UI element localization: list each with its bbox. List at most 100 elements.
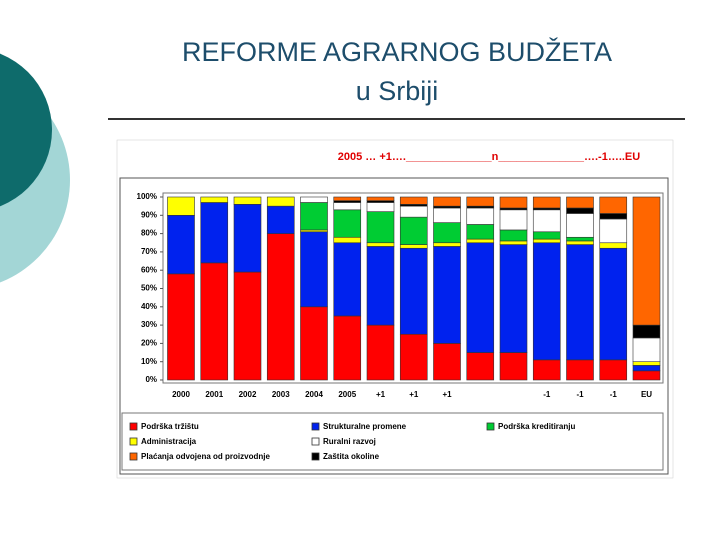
legend-swatch — [311, 422, 320, 431]
legend-swatch — [311, 452, 320, 461]
bar-segment — [333, 236, 362, 244]
x-tick-label: 2005 — [338, 390, 356, 399]
bar-segment — [200, 262, 229, 381]
x-tick-label: 2001 — [205, 390, 223, 399]
y-tick-label: 80% — [141, 229, 157, 238]
bar-segment — [466, 207, 495, 225]
bar-segment — [566, 240, 594, 245]
slide-subtitle: u Srbiji — [356, 76, 439, 106]
bar-segment — [366, 242, 395, 247]
x-tick-label: +1 — [442, 390, 452, 399]
legend-swatch — [311, 437, 320, 446]
x-tick-label: 2003 — [272, 390, 290, 399]
bar-segment — [333, 202, 362, 211]
bar-segment — [599, 242, 628, 249]
bar-segment — [532, 196, 561, 209]
bar-segment — [566, 213, 594, 238]
legend-swatch — [129, 452, 138, 461]
bar-segment — [233, 196, 262, 205]
bar-segment — [266, 205, 295, 234]
legend-label: Plaćanja odvojena od proizvodnje — [141, 452, 270, 461]
bar-segment — [433, 207, 461, 223]
bar-segment — [599, 213, 628, 220]
y-tick-label: 30% — [141, 320, 157, 329]
bar-segment — [366, 211, 395, 244]
bar-segment — [532, 242, 561, 361]
bar-segment — [532, 209, 561, 233]
x-tick-label: 2000 — [172, 390, 190, 399]
bar-segment — [433, 242, 461, 247]
bar-segment — [333, 209, 362, 238]
bar-segment — [333, 315, 362, 381]
bar-segment — [632, 324, 661, 339]
bar-segment — [499, 229, 528, 242]
x-tick-label: -1 — [576, 390, 584, 399]
bar-segment — [499, 196, 528, 209]
bar-segment — [566, 236, 594, 242]
bar-segment — [333, 196, 362, 201]
bar-segment — [167, 215, 195, 275]
bar-segment — [499, 352, 528, 381]
bar-segment — [233, 204, 262, 273]
y-tick-label: 50% — [141, 284, 157, 293]
x-tick-label: +1 — [376, 390, 386, 399]
bar-segment — [466, 352, 495, 381]
bar-segment — [266, 233, 295, 381]
bar-segment — [599, 247, 628, 361]
bar-segment — [466, 238, 495, 244]
bar-segment — [366, 202, 395, 212]
y-tick-label: 90% — [141, 210, 157, 219]
bar-segment — [366, 196, 395, 201]
slide-title: REFORME AGRARNOG BUDŽETA — [182, 36, 612, 67]
bar-segment — [399, 196, 428, 205]
legend-swatch — [129, 422, 138, 431]
y-tick-label: 100% — [137, 192, 157, 201]
bar-segment — [399, 333, 428, 381]
bar-segment — [266, 196, 295, 207]
y-tick-label: 40% — [141, 302, 157, 311]
bar-segment — [566, 359, 594, 381]
bar-segment — [233, 271, 262, 381]
bar-segment — [433, 222, 461, 244]
bar-segment — [433, 246, 461, 344]
bar-segment — [433, 196, 461, 207]
bar-segment — [632, 196, 661, 326]
bar-segment — [632, 361, 661, 366]
legend-label: Administracija — [141, 437, 197, 446]
x-tick-label: -1 — [610, 390, 618, 399]
bar-segment — [599, 196, 628, 214]
legend-swatch — [129, 437, 138, 446]
legend-label: Podrška tržištu — [141, 422, 199, 431]
bar-segment — [466, 196, 495, 207]
chart-title: 2005 … +1….______________n______________… — [338, 151, 640, 163]
bar-segment — [532, 359, 561, 381]
bar-segment — [433, 343, 461, 381]
bar-segment — [200, 202, 229, 264]
bar-segment — [632, 337, 661, 363]
bar-segment — [167, 273, 195, 381]
bar-segment — [566, 207, 594, 214]
bar-segment — [599, 359, 628, 381]
bar-segment — [300, 196, 328, 203]
bar-segment — [499, 244, 528, 353]
bar-segment — [466, 224, 495, 240]
bar-segment — [167, 196, 195, 216]
bar-segment — [399, 216, 428, 245]
bar-segment — [300, 202, 328, 231]
bar-segment — [599, 218, 628, 244]
x-tick-label: EU — [641, 390, 652, 399]
legend-label: Zaštita okoline — [323, 452, 380, 461]
bar-segment — [532, 238, 561, 244]
bar-segment — [333, 242, 362, 317]
bar-segment — [499, 209, 528, 231]
bar-segment — [399, 247, 428, 335]
bar-segment — [366, 246, 395, 326]
bar-segment — [366, 324, 395, 381]
x-tick-label: +1 — [409, 390, 419, 399]
legend-swatch — [486, 422, 495, 431]
bar-segment — [566, 244, 594, 361]
y-tick-label: 10% — [141, 357, 157, 366]
legend-label: Ruralni razvoj — [323, 437, 376, 446]
legend — [121, 412, 664, 471]
